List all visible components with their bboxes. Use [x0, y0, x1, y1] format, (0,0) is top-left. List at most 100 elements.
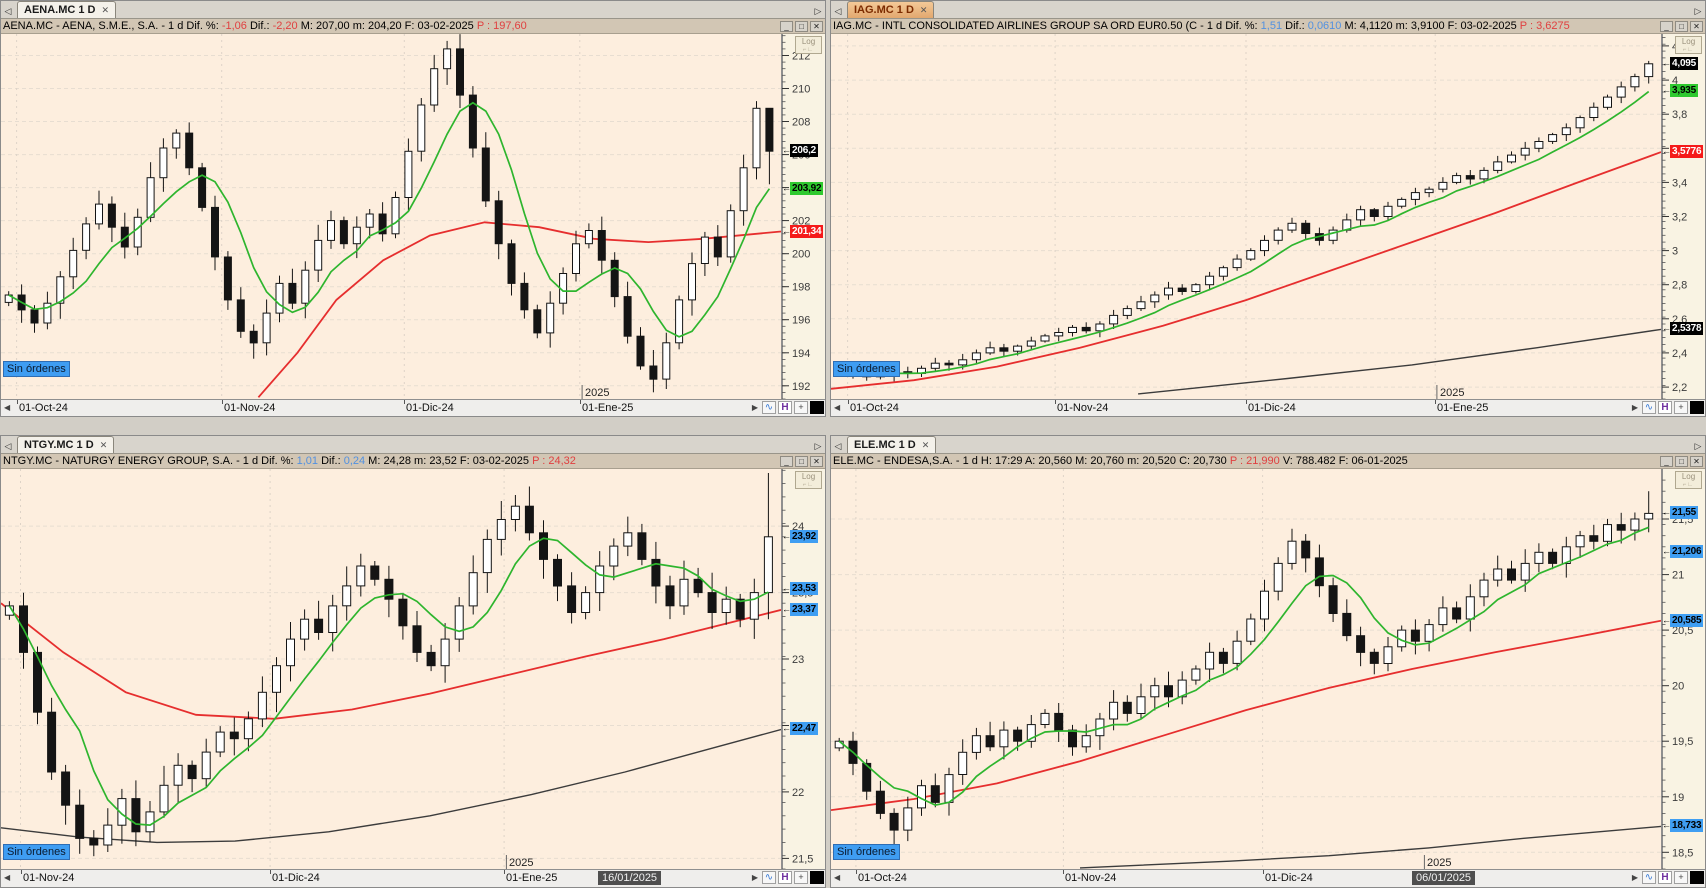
- link-wave-icon[interactable]: ∿: [762, 871, 776, 884]
- black-square-icon[interactable]: [1690, 871, 1704, 884]
- price-axis[interactable]: Log⌐∟ 4,243,83,63,43,232,82,62,42,2 ←4,0…: [1661, 34, 1705, 400]
- price-badge: 20,585: [1670, 613, 1704, 627]
- date-axis[interactable]: ◀ ▶ ∿ H + 01-Nov-24 01-Dic-24 01-Ene-25 16/…: [1, 869, 825, 887]
- maximize-button[interactable]: □: [795, 20, 808, 32]
- scroll-right-icon[interactable]: ▶: [751, 873, 758, 882]
- scroll-left-icon[interactable]: ◀: [4, 873, 11, 882]
- price-marker-arrow-icon: ←: [1662, 85, 1671, 96]
- scroll-right-icon[interactable]: ▶: [1631, 403, 1638, 412]
- minimize-button[interactable]: _: [1660, 20, 1673, 32]
- minimize-button[interactable]: _: [1660, 455, 1673, 467]
- chart-main: Sin órdenes 2025 Log⌐∟ 4,243,83,63,43,23…: [831, 34, 1705, 400]
- tab-close-icon[interactable]: ✕: [921, 439, 930, 450]
- svg-text:198: 198: [792, 282, 810, 294]
- maximize-button[interactable]: □: [795, 455, 808, 467]
- chart-area[interactable]: Sin órdenes 2025: [1, 469, 781, 869]
- close-button[interactable]: ✕: [810, 20, 823, 32]
- log-scale-button[interactable]: Log ⌐∟: [1675, 36, 1702, 54]
- date-tick-label: 01-Ene-25: [506, 872, 558, 884]
- tab-close-icon[interactable]: ✕: [101, 4, 110, 15]
- price-axis[interactable]: Log⌐∟ 212210208206204202200198196194192 …: [781, 34, 825, 400]
- tab-bar: ◁ NTGY.MC 1 D ✕ ▷: [1, 436, 825, 454]
- black-square-icon[interactable]: [810, 871, 824, 884]
- maximize-button[interactable]: □: [1675, 20, 1688, 32]
- date-axis[interactable]: ◀ ▶ ∿ H + 01-Oct-24 01-Nov-24 01-Dic-24 01-…: [1, 399, 825, 416]
- date-axis[interactable]: ◀ ▶ ∿ H + 01-Oct-24 01-Nov-24 01-Dic-24 01-…: [831, 399, 1705, 416]
- date-axis[interactable]: ◀ ▶ ∿ H + 01-Oct-24 01-Nov-24 01-Dic-24 06/…: [831, 869, 1705, 887]
- pin-icon[interactable]: +: [1674, 401, 1688, 414]
- date-tick: [1246, 400, 1247, 404]
- price-marker-arrow-icon: ←: [1662, 146, 1671, 157]
- quote-title: ELE.MC - ENDESA,S.A. - 1 d H: 17:29 A: 2…: [833, 455, 1408, 467]
- chart-area[interactable]: Sin órdenes 2025: [831, 469, 1661, 869]
- tab-scroll-right-icon[interactable]: ▷: [1694, 5, 1702, 16]
- date-tick-label: 01-Dic-24: [1248, 402, 1296, 414]
- vertical-splitter[interactable]: [826, 435, 830, 888]
- black-square-icon[interactable]: [1690, 401, 1704, 414]
- close-button[interactable]: ✕: [810, 455, 823, 467]
- chart-pane-aena: ◁ AENA.MC 1 D ✕ ▷ AENA.MC - AENA, S.M.E.…: [0, 0, 826, 417]
- price-badge: 201,34: [790, 224, 824, 238]
- scroll-left-icon[interactable]: ◀: [4, 403, 11, 412]
- date-tick-label: 01-Ene-25: [582, 402, 634, 414]
- close-button[interactable]: ✕: [1690, 20, 1703, 32]
- tab-scroll-left-icon[interactable]: ◁: [4, 5, 12, 16]
- chart-pane-iag: ◁ IAG.MC 1 D ✕ ▷ IAG.MC - INTL CONSOLIDA…: [830, 0, 1706, 417]
- chart-tool-icons: ▶ ∿ H +: [1630, 401, 1704, 414]
- scroll-right-icon[interactable]: ▶: [1631, 873, 1638, 882]
- date-tick-label: 01-Nov-24: [1057, 402, 1109, 414]
- chart-tool-icons: ▶ ∿ H +: [1630, 871, 1704, 884]
- tab-scroll-left-icon[interactable]: ◁: [834, 5, 842, 16]
- tab-scroll-right-icon[interactable]: ▷: [814, 5, 822, 16]
- scroll-right-icon[interactable]: ▶: [751, 403, 758, 412]
- svg-text:3,8: 3,8: [1672, 109, 1687, 121]
- date-tick: [848, 400, 849, 404]
- maximize-button[interactable]: □: [1675, 455, 1688, 467]
- date-tick-label: 01-Nov-24: [23, 872, 75, 884]
- chart-area[interactable]: Sin órdenes 2025: [1, 34, 781, 399]
- horizontal-splitter[interactable]: [0, 417, 1706, 435]
- chart-pane-ntgy: ◁ NTGY.MC 1 D ✕ ▷ NTGY.MC - NATURGY ENER…: [0, 435, 826, 888]
- chart-area[interactable]: Sin órdenes 2025: [831, 34, 1661, 399]
- history-icon[interactable]: H: [778, 401, 792, 414]
- date-tick-label: 01-Oct-24: [19, 402, 68, 414]
- history-icon[interactable]: H: [1658, 401, 1672, 414]
- link-wave-icon[interactable]: ∿: [1642, 871, 1656, 884]
- log-scale-button[interactable]: Log ⌐∟: [795, 471, 822, 489]
- tab-scroll-right-icon[interactable]: ▷: [814, 440, 822, 451]
- close-button[interactable]: ✕: [1690, 455, 1703, 467]
- tab-ntgy[interactable]: NTGY.MC 1 D ✕: [17, 436, 115, 453]
- tab-iag[interactable]: IAG.MC 1 D ✕: [847, 1, 935, 18]
- black-square-icon[interactable]: [810, 401, 824, 414]
- pin-icon[interactable]: +: [794, 401, 808, 414]
- tab-scroll-left-icon[interactable]: ◁: [4, 440, 12, 451]
- tab-scroll-left-icon[interactable]: ◁: [834, 440, 842, 451]
- link-wave-icon[interactable]: ∿: [1642, 401, 1656, 414]
- scroll-left-icon[interactable]: ◀: [834, 873, 841, 882]
- tab-aena[interactable]: AENA.MC 1 D ✕: [17, 1, 117, 18]
- vertical-splitter[interactable]: [826, 0, 830, 417]
- minimize-button[interactable]: _: [780, 20, 793, 32]
- date-tick: [270, 870, 271, 874]
- tab-scroll-right-icon[interactable]: ▷: [1694, 440, 1702, 451]
- svg-text:20,5: 20,5: [1672, 625, 1693, 637]
- pin-icon[interactable]: +: [794, 871, 808, 884]
- tab-ele[interactable]: ELE.MC 1 D ✕: [847, 436, 937, 453]
- history-icon[interactable]: H: [1658, 871, 1672, 884]
- link-wave-icon[interactable]: ∿: [762, 401, 776, 414]
- log-scale-button[interactable]: Log ⌐∟: [795, 36, 822, 54]
- price-axis[interactable]: Log ⌐∟ 21,5 21 20,5 20 19,5 19 18,5 ← 21,55 ← 21,2…: [1661, 469, 1705, 870]
- tab-close-icon[interactable]: ✕: [99, 439, 108, 450]
- scroll-left-icon[interactable]: ◀: [834, 403, 841, 412]
- quote-title-bar: ELE.MC - ENDESA,S.A. - 1 d H: 17:29 A: 2…: [831, 454, 1705, 469]
- pin-icon[interactable]: +: [1674, 871, 1688, 884]
- minimize-button[interactable]: _: [780, 455, 793, 467]
- svg-text:200: 200: [792, 249, 810, 261]
- history-icon[interactable]: H: [778, 871, 792, 884]
- tab-close-icon[interactable]: ✕: [919, 4, 928, 15]
- log-scale-button[interactable]: Log ⌐∟: [1675, 471, 1702, 489]
- date-tick: [580, 400, 581, 404]
- svg-text:19,5: 19,5: [1672, 736, 1693, 748]
